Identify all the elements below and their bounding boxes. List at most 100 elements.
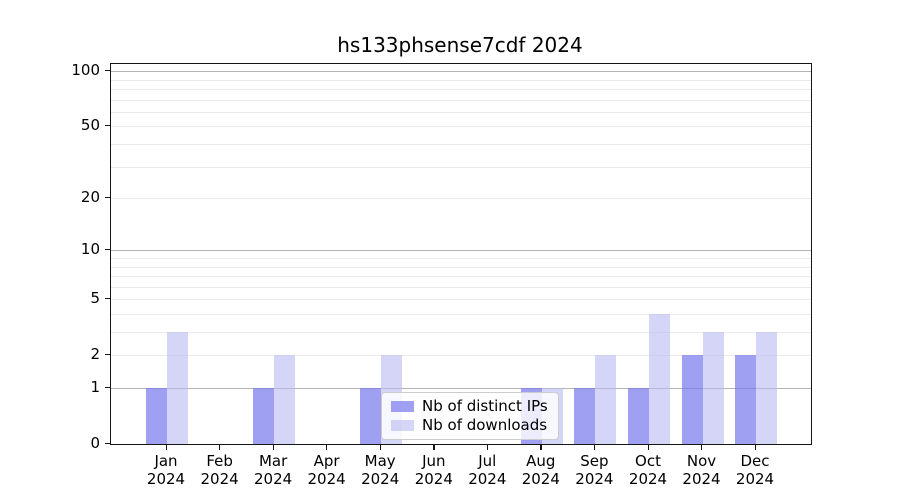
x-tick-year: 2024 [146,470,186,488]
plot-area: Nb of distinct IPs Nb of downloads [110,63,812,445]
y-tick-label: 2 [90,345,100,364]
x-tick-label: Feb 2024 [188,452,252,488]
gridline-minor [111,99,811,101]
gridline-minor [111,258,811,259]
gridline-major [111,71,811,73]
x-tick-label: Mar 2024 [241,452,305,488]
x-tick-month: May [364,452,396,470]
x-tick-label: Aug 2024 [509,452,573,488]
x-tick-year: 2024 [521,470,560,488]
x-tick-label: Oct 2024 [616,452,680,488]
y-tick-mark [105,196,110,198]
x-tick-label: Nov 2024 [670,452,734,488]
x-tick-mark [593,444,596,450]
x-tick-year: 2024 [682,470,721,488]
x-tick-year: 2024 [735,470,775,488]
x-tick-month: Jul [478,452,497,470]
gridline-minor [111,286,811,288]
x-tick-month: Dec [740,452,770,470]
y-tick-label: 100 [71,61,100,80]
y-tick-label: 1 [90,378,100,396]
x-tick-month: Feb [206,452,233,470]
legend-swatch-icon [391,401,414,412]
chart-title: hs133phsense7cdf 2024 [337,33,583,57]
gridline-minor [111,276,811,277]
gridline-minor [111,166,811,168]
x-tick-month: Jan [154,452,178,470]
bar-downloads [649,314,670,444]
bar-downloads [167,332,188,444]
x-tick-label: Dec 2024 [723,452,787,488]
x-tick-label: May 2024 [348,452,412,488]
x-tick-label: Jul 2024 [455,452,519,488]
bar-distinct-ips [253,388,275,444]
x-tick-mark [486,444,489,450]
gridline-minor [111,332,811,333]
x-tick-year: 2024 [254,470,293,488]
x-tick-label: Apr 2024 [295,452,359,488]
x-tick-month: Mar [258,452,288,470]
x-tick-mark [165,444,167,450]
x-tick-year: 2024 [628,470,668,488]
legend-label: Nb of distinct IPs [422,397,548,415]
gridline-major [111,250,811,252]
x-tick-year: 2024 [361,470,400,488]
x-tick-mark [540,444,542,450]
gridline-minor [111,126,811,128]
x-tick-year: 2024 [468,470,507,488]
x-tick-year: 2024 [307,470,346,488]
y-tick-mark [105,248,110,251]
x-tick-mark [379,444,382,450]
y-tick-mark [105,353,110,356]
x-tick-year: 2024 [200,470,239,488]
gridline-minor [111,88,811,90]
x-tick-mark [647,444,649,450]
gridline-minor [111,143,811,145]
x-tick-month: Aug [526,452,556,470]
legend-item: Nb of downloads [391,418,548,433]
x-tick-label: Jan 2024 [134,452,198,488]
x-tick-month: Jun [422,452,446,470]
gridline-minor [111,198,811,199]
gridline-minor [111,314,811,315]
y-tick-mark [105,124,110,127]
legend: Nb of distinct IPs Nb of downloads [381,392,559,440]
bar-distinct-ips [146,388,167,444]
x-tick-mark [701,444,703,450]
x-tick-month: Nov [686,452,717,470]
x-tick-year: 2024 [414,470,453,488]
x-tick-mark [272,444,274,450]
y-tick-mark [105,297,110,300]
legend-swatch-icon [391,420,414,431]
bar-distinct-ips [681,355,703,444]
bar-distinct-ips [360,388,382,444]
x-tick-mark [219,444,221,450]
x-tick-label: Sep 2024 [562,452,626,488]
bar-downloads [702,332,724,444]
gridline-minor [111,266,811,268]
legend-label: Nb of downloads [422,416,548,434]
y-tick-label: 50 [80,116,100,135]
gridline-major [111,388,811,389]
x-tick-month: Apr [313,452,340,470]
x-tick-label: Jun 2024 [402,452,466,488]
y-tick-mark [105,442,110,444]
gridline-minor [111,299,811,301]
y-tick-label: 5 [90,289,100,308]
y-tick-mark [105,69,110,71]
y-tick-mark [105,386,110,388]
gridline-minor [111,79,811,81]
bar-distinct-ips [628,388,649,444]
bar-distinct-ips [735,355,756,444]
x-tick-month: Sep [580,452,609,470]
y-tick-label: 10 [80,240,100,259]
bar-downloads [274,355,296,444]
x-tick-month: Oct [635,452,661,470]
gridline-minor [111,111,811,113]
x-tick-mark [433,444,435,450]
x-tick-mark [754,444,756,450]
x-tick-mark [326,444,328,450]
bar-distinct-ips [574,388,596,444]
y-tick-label: 20 [80,188,100,206]
bar-downloads [595,355,617,444]
